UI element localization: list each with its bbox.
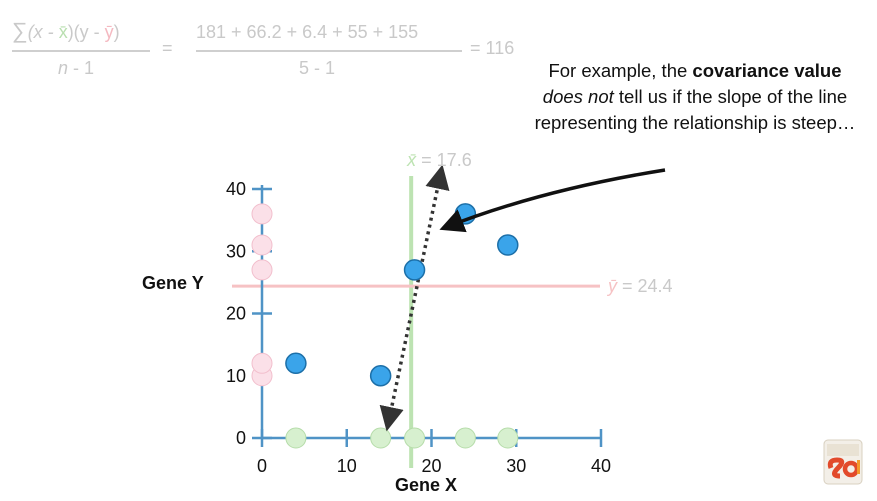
slope-dotted-arrow bbox=[379, 164, 450, 432]
formula-numerator: ∑(x - x̄)(y - ȳ) bbox=[12, 18, 120, 44]
mean-x-value: = 17.6 bbox=[416, 150, 472, 170]
x-tick-label: 30 bbox=[506, 456, 526, 476]
callout-part3: tell us if the slope of the line represe… bbox=[534, 86, 856, 133]
formula-denominator: n - 1 bbox=[58, 58, 94, 79]
y-tick-label: 40 bbox=[226, 179, 246, 199]
x-axis-title: Gene X bbox=[395, 475, 458, 495]
y-tick-label: 20 bbox=[226, 304, 246, 324]
callout-bold: covariance value bbox=[692, 60, 842, 81]
x-projection-point bbox=[285, 427, 307, 449]
formula-denominator-rest: - 1 bbox=[68, 58, 95, 78]
x-tick-label: 40 bbox=[591, 456, 611, 476]
data-point bbox=[369, 365, 392, 387]
formula-equals: = bbox=[162, 38, 173, 58]
callout-part1: For example, the bbox=[548, 60, 693, 81]
x-tick-label: 10 bbox=[337, 456, 357, 476]
x-projection-point bbox=[404, 427, 426, 449]
formula-numerator-end: ) bbox=[113, 22, 120, 42]
y-tick-label: 0 bbox=[236, 428, 246, 448]
formula-fraction-bar bbox=[12, 50, 150, 52]
x-projection-point bbox=[454, 427, 476, 449]
sum-symbol: ∑ bbox=[12, 18, 28, 43]
x-projection-point bbox=[370, 427, 392, 449]
x-tick-label: 0 bbox=[257, 456, 267, 476]
y-projection-point bbox=[251, 234, 273, 256]
data-point bbox=[285, 352, 307, 375]
data-point bbox=[497, 234, 519, 256]
y-projection-point bbox=[251, 352, 273, 374]
callout-text: For example, the covariance value does n… bbox=[530, 58, 860, 136]
formula-numerator-mid: )(y - bbox=[67, 22, 105, 42]
mean-y-value: = 24.4 bbox=[617, 276, 673, 296]
mean-y-symbol: ȳ bbox=[606, 276, 618, 296]
mean-y-label: ȳ = 24.4 bbox=[606, 276, 673, 296]
y-axis-title: Gene Y bbox=[142, 273, 204, 293]
callout-italic: does not bbox=[542, 86, 614, 107]
y-projection-point bbox=[251, 203, 273, 225]
mean-x-symbol: x̄ bbox=[406, 150, 417, 170]
y-tick-label: 10 bbox=[226, 366, 246, 386]
covariance-formula: ∑(x - x̄)(y - ȳ) n - 1 = 181 + 66.2 + 6.… bbox=[0, 0, 560, 90]
x-projection-point bbox=[497, 427, 519, 449]
statquest-logo-icon bbox=[823, 439, 863, 485]
y-projection-point bbox=[251, 259, 273, 281]
callout-arrow bbox=[439, 168, 666, 233]
formula-y-bar: ȳ bbox=[104, 22, 114, 42]
data-point bbox=[403, 259, 426, 281]
formula-denominator-n: n bbox=[58, 58, 69, 78]
formula-numerator-x: (x - bbox=[27, 22, 59, 42]
formula-result: = 116 bbox=[470, 38, 515, 58]
formula-values-denominator: 5 - 1 bbox=[299, 58, 336, 78]
y-tick-label: 30 bbox=[226, 241, 246, 261]
x-tick-label: 20 bbox=[421, 456, 441, 476]
formula-values-numerator: 181 + 66.2 + 6.4 + 55 + 155 bbox=[196, 22, 419, 42]
formula-x-bar: x̄ bbox=[58, 22, 68, 42]
mean-x-label: x̄ = 17.6 bbox=[406, 150, 472, 170]
formula-values-bar bbox=[196, 50, 462, 52]
